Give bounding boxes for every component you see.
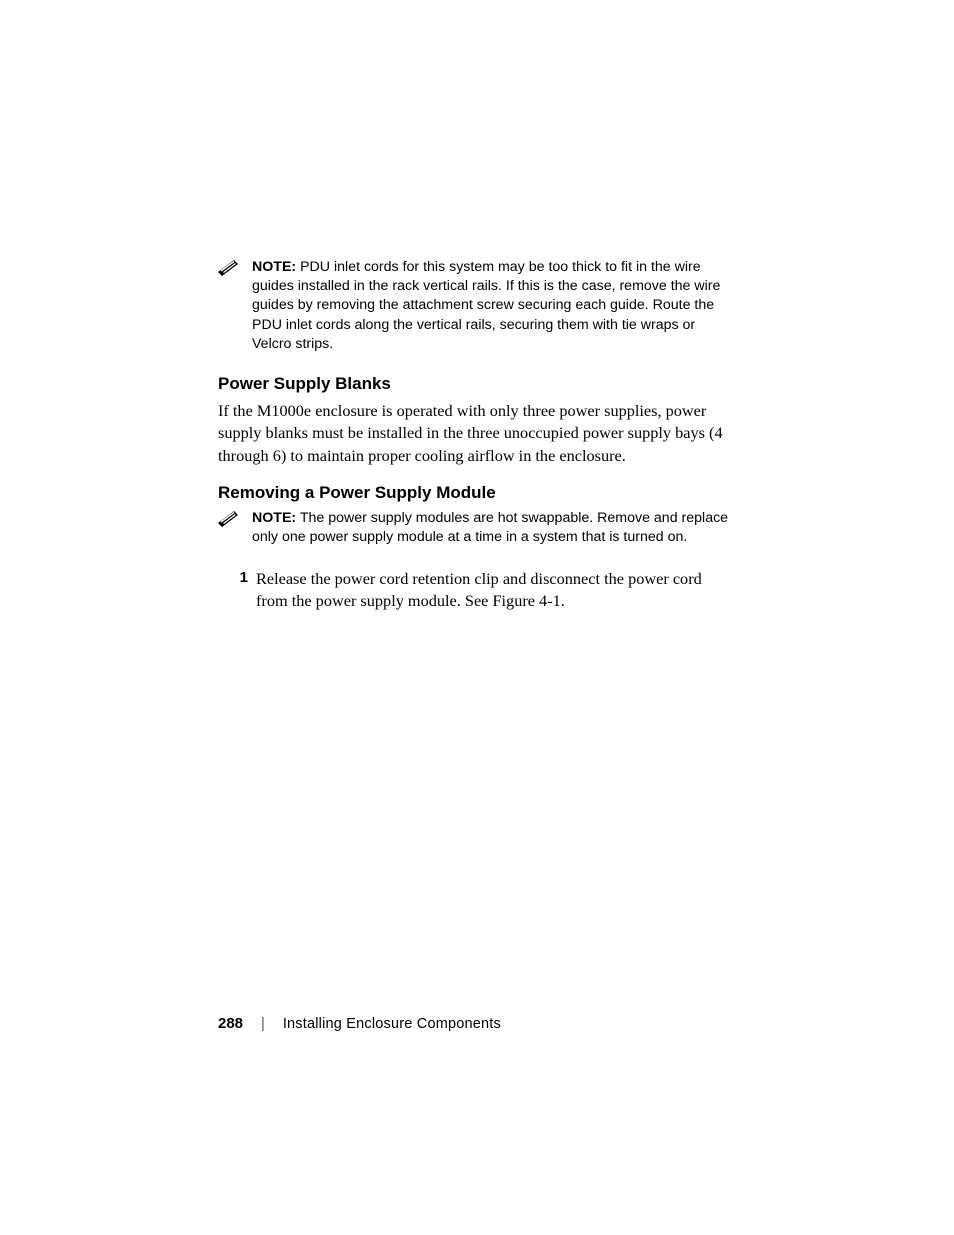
chapter-title: Installing Enclosure Components xyxy=(283,1016,501,1032)
note-label: NOTE: xyxy=(252,510,296,526)
note-block-1: NOTE: PDU inlet cords for this system ma… xyxy=(218,258,734,354)
page-number: 288 xyxy=(218,1015,243,1032)
list-number: 1 xyxy=(218,568,248,586)
note-label: NOTE: xyxy=(252,259,296,275)
list-text: Release the power cord retention clip an… xyxy=(256,568,734,613)
note-text-2: NOTE: The power supply modules are hot s… xyxy=(252,509,734,547)
list-item: 1 Release the power cord retention clip … xyxy=(218,568,734,613)
note-body: PDU inlet cords for this system may be t… xyxy=(252,259,720,352)
paragraph-blanks: If the M1000e enclosure is operated with… xyxy=(218,400,734,467)
page-footer: 288 | Installing Enclosure Components xyxy=(218,1015,501,1032)
note-block-2: NOTE: The power supply modules are hot s… xyxy=(218,509,734,547)
page: NOTE: PDU inlet cords for this system ma… xyxy=(0,0,954,1235)
footer-separator: | xyxy=(261,1016,265,1032)
note-text-1: NOTE: PDU inlet cords for this system ma… xyxy=(252,258,734,354)
procedure-list: 1 Release the power cord retention clip … xyxy=(218,568,734,613)
heading-removing-psu: Removing a Power Supply Module xyxy=(218,483,734,503)
note-icon xyxy=(218,260,238,276)
note-body: The power supply modules are hot swappab… xyxy=(252,510,728,545)
heading-power-supply-blanks: Power Supply Blanks xyxy=(218,374,734,394)
note-icon xyxy=(218,511,238,527)
